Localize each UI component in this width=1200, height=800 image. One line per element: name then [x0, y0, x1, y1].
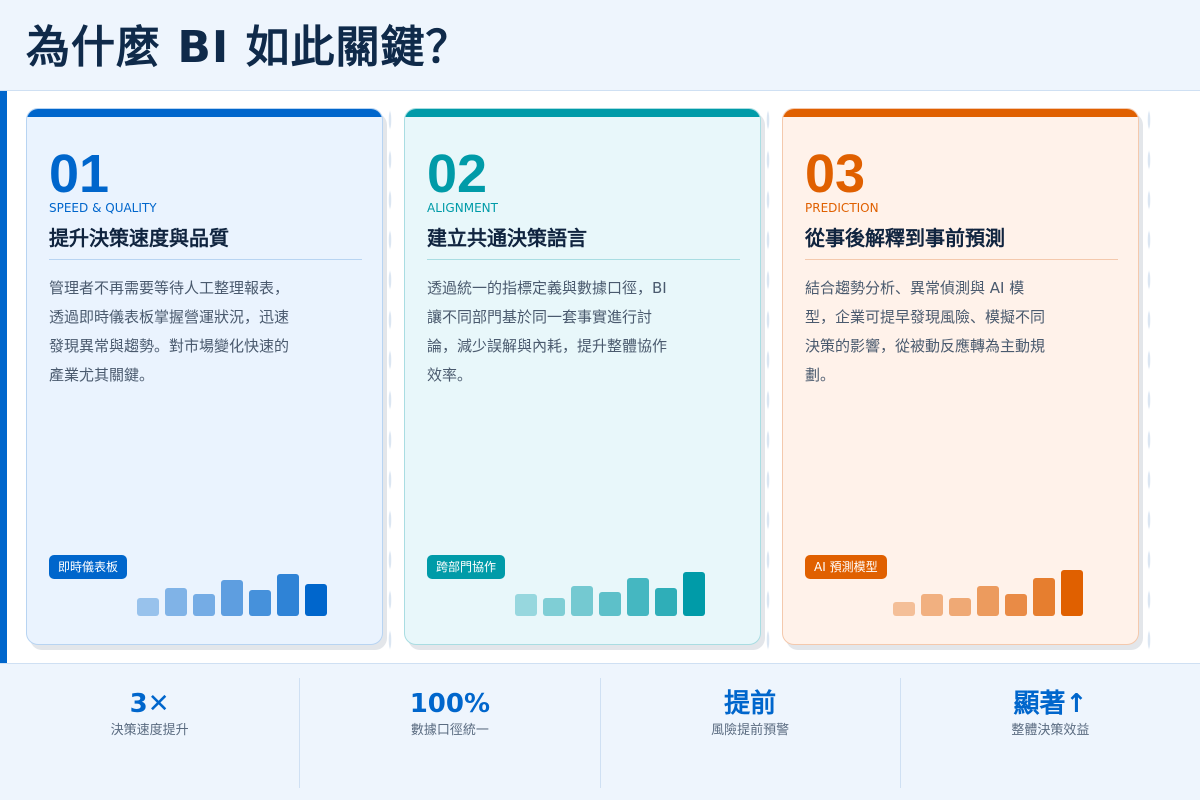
- bar-mark: [137, 598, 159, 616]
- stat-label: 決策速度提升: [110, 723, 189, 738]
- bar-mark: [683, 572, 705, 616]
- bar-mark: [1005, 594, 1027, 616]
- card-tag: AI 預測模型: [805, 555, 887, 579]
- card-body: 管理者不再需要等待人工整理報表，透過即時儀表板掌握營運狀況，迅速發現異常與趨勢。…: [49, 279, 290, 384]
- stat-label: 整體決策效益: [1011, 723, 1090, 738]
- card-title: 提升決策速度與品質: [49, 226, 229, 250]
- card-tag: 即時儀表板: [49, 555, 128, 579]
- stat-label: 風險提前預警: [711, 723, 790, 738]
- page-title: 為什麼 BI 如此關鍵？: [26, 22, 471, 73]
- bar-mark: [893, 602, 915, 616]
- bar-mark: [921, 594, 943, 616]
- stat-value: 提前: [724, 689, 777, 719]
- stat-value: 100%: [409, 689, 491, 719]
- decorative-bars: [515, 572, 705, 616]
- stat-value: 3✕: [129, 689, 170, 719]
- card-top-bar: [405, 109, 760, 117]
- bar-mark: [515, 594, 537, 616]
- dot-pattern: [765, 100, 771, 660]
- card-01: 01 SPEED & QUALITY 提升決策速度與品質 管理者不再需要等待人工…: [26, 108, 383, 645]
- card-subtitle: PREDICTION: [805, 201, 879, 215]
- card-subtitle: ALIGNMENT: [427, 201, 498, 215]
- card-body: 透過統一的指標定義與數據口徑，BI 讓不同部門基於同一套事實進行討論，減少誤解與…: [427, 279, 668, 384]
- card-top-bar: [27, 109, 382, 117]
- card-title: 建立共通決策語言: [427, 226, 587, 250]
- stat-item: 顯著↑ 整體決策效益: [901, 678, 1200, 788]
- bar-mark: [543, 598, 565, 616]
- bar-mark: [249, 590, 271, 616]
- bar-mark: [977, 586, 999, 616]
- stats-bar: 3✕ 決策速度提升 100% 數據口徑統一 提前風險提前預警 顯著↑ 整體決策效益: [0, 663, 1200, 800]
- card-number: 03: [805, 144, 866, 204]
- accent-stripe: [0, 91, 7, 663]
- bar-mark: [193, 594, 215, 616]
- bar-mark: [949, 598, 971, 616]
- stat-label: 數據口徑統一: [410, 723, 489, 738]
- divider: [427, 259, 740, 260]
- stat-value: 顯著↑: [1013, 689, 1088, 719]
- dot-pattern: [1146, 100, 1152, 660]
- bar-mark: [1061, 570, 1083, 616]
- bar-mark: [305, 584, 327, 616]
- bar-mark: [165, 588, 187, 616]
- decorative-bars: [137, 574, 327, 616]
- divider: [49, 259, 362, 260]
- dot-pattern: [387, 100, 393, 660]
- bar-mark: [599, 592, 621, 616]
- card-subtitle: SPEED & QUALITY: [49, 201, 157, 215]
- decorative-bars: [893, 570, 1083, 616]
- stat-item: 3✕ 決策速度提升: [0, 678, 301, 788]
- card-top-bar: [783, 109, 1138, 117]
- card-number: 02: [427, 144, 488, 204]
- header: 為什麼 BI 如此關鍵？: [0, 0, 1200, 91]
- card-03: 03 PREDICTION 從事後解釋到事前預測 結合趨勢分析、異常偵測與 AI…: [782, 108, 1139, 645]
- bar-mark: [221, 580, 243, 616]
- bar-mark: [627, 578, 649, 616]
- card-tag: 跨部門協作: [427, 555, 506, 579]
- card-title: 從事後解釋到事前預測: [805, 226, 1005, 250]
- bar-mark: [1033, 578, 1055, 616]
- stat-item: 提前 風險提前預警: [601, 678, 901, 788]
- bar-mark: [655, 588, 677, 616]
- bar-mark: [571, 586, 593, 616]
- divider: [805, 259, 1118, 260]
- stat-item: 100% 數據口徑統一: [300, 678, 601, 788]
- card-02: 02 ALIGNMENT 建立共通決策語言 透過統一的指標定義與數據口徑，BI …: [404, 108, 761, 645]
- bar-mark: [277, 574, 299, 616]
- card-number: 01: [49, 144, 110, 204]
- card-body: 結合趨勢分析、異常偵測與 AI 模型，企業可提早發現風險、模擬不同決策的影響，從…: [805, 279, 1046, 384]
